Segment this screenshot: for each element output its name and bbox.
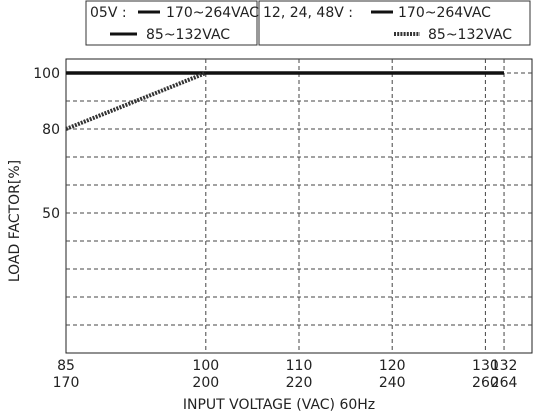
x-axis-title: INPUT VOLTAGE (VAC) 60Hz bbox=[183, 397, 375, 413]
x-tick-label-secondary: 220 bbox=[286, 375, 313, 391]
x-tick-label-secondary: 240 bbox=[379, 375, 406, 391]
x-tick-label: 100 bbox=[192, 358, 219, 374]
x-tick-label-secondary: 260 bbox=[472, 375, 499, 391]
legend-box-12-24-48v bbox=[258, 0, 531, 46]
legend-entry-12-24-48v-low: 85~132VAC bbox=[428, 27, 512, 43]
vertical-gridlines bbox=[205, 59, 505, 353]
y-tick-label: 80 bbox=[42, 122, 60, 138]
y-tick-label: 100 bbox=[33, 66, 60, 82]
y-tick-label: 50 bbox=[42, 206, 60, 222]
x-tick-label-secondary: 200 bbox=[192, 375, 219, 391]
x-tick-label: 132 bbox=[491, 358, 518, 374]
legend-group-12-24-48v: 12, 24, 48V : 170~264VAC 85~132VAC bbox=[258, 0, 531, 46]
series-line-dotted bbox=[65, 71, 207, 131]
legend-label-12-24-48v: 12, 24, 48V : bbox=[263, 5, 353, 21]
legend-entry-05v-high: 170~264VAC bbox=[166, 5, 259, 21]
x-tick-label: 130 bbox=[472, 358, 499, 374]
series-layer bbox=[65, 71, 505, 131]
x-tick-label: 110 bbox=[286, 358, 313, 374]
y-axis-title: LOAD FACTOR[%] bbox=[7, 160, 23, 282]
legend-entry-05v-low: 85~132VAC bbox=[146, 27, 230, 43]
legend-entry-12-24-48v-high: 170~264VAC bbox=[398, 5, 491, 21]
y-tick-labels: 100 80 50 bbox=[33, 66, 60, 222]
legend-box-05v bbox=[85, 0, 258, 46]
plot-area bbox=[65, 58, 533, 354]
x-tick-label-secondary: 264 bbox=[491, 375, 518, 391]
legend-group-05v: 05V : 170~264VAC 85~132VAC bbox=[85, 0, 259, 46]
x-tick-label: 85 bbox=[57, 358, 75, 374]
x-tick-label: 120 bbox=[379, 358, 406, 374]
legend-label-05v: 05V : bbox=[90, 5, 127, 21]
x-tick-label-secondary: 170 bbox=[53, 375, 80, 391]
